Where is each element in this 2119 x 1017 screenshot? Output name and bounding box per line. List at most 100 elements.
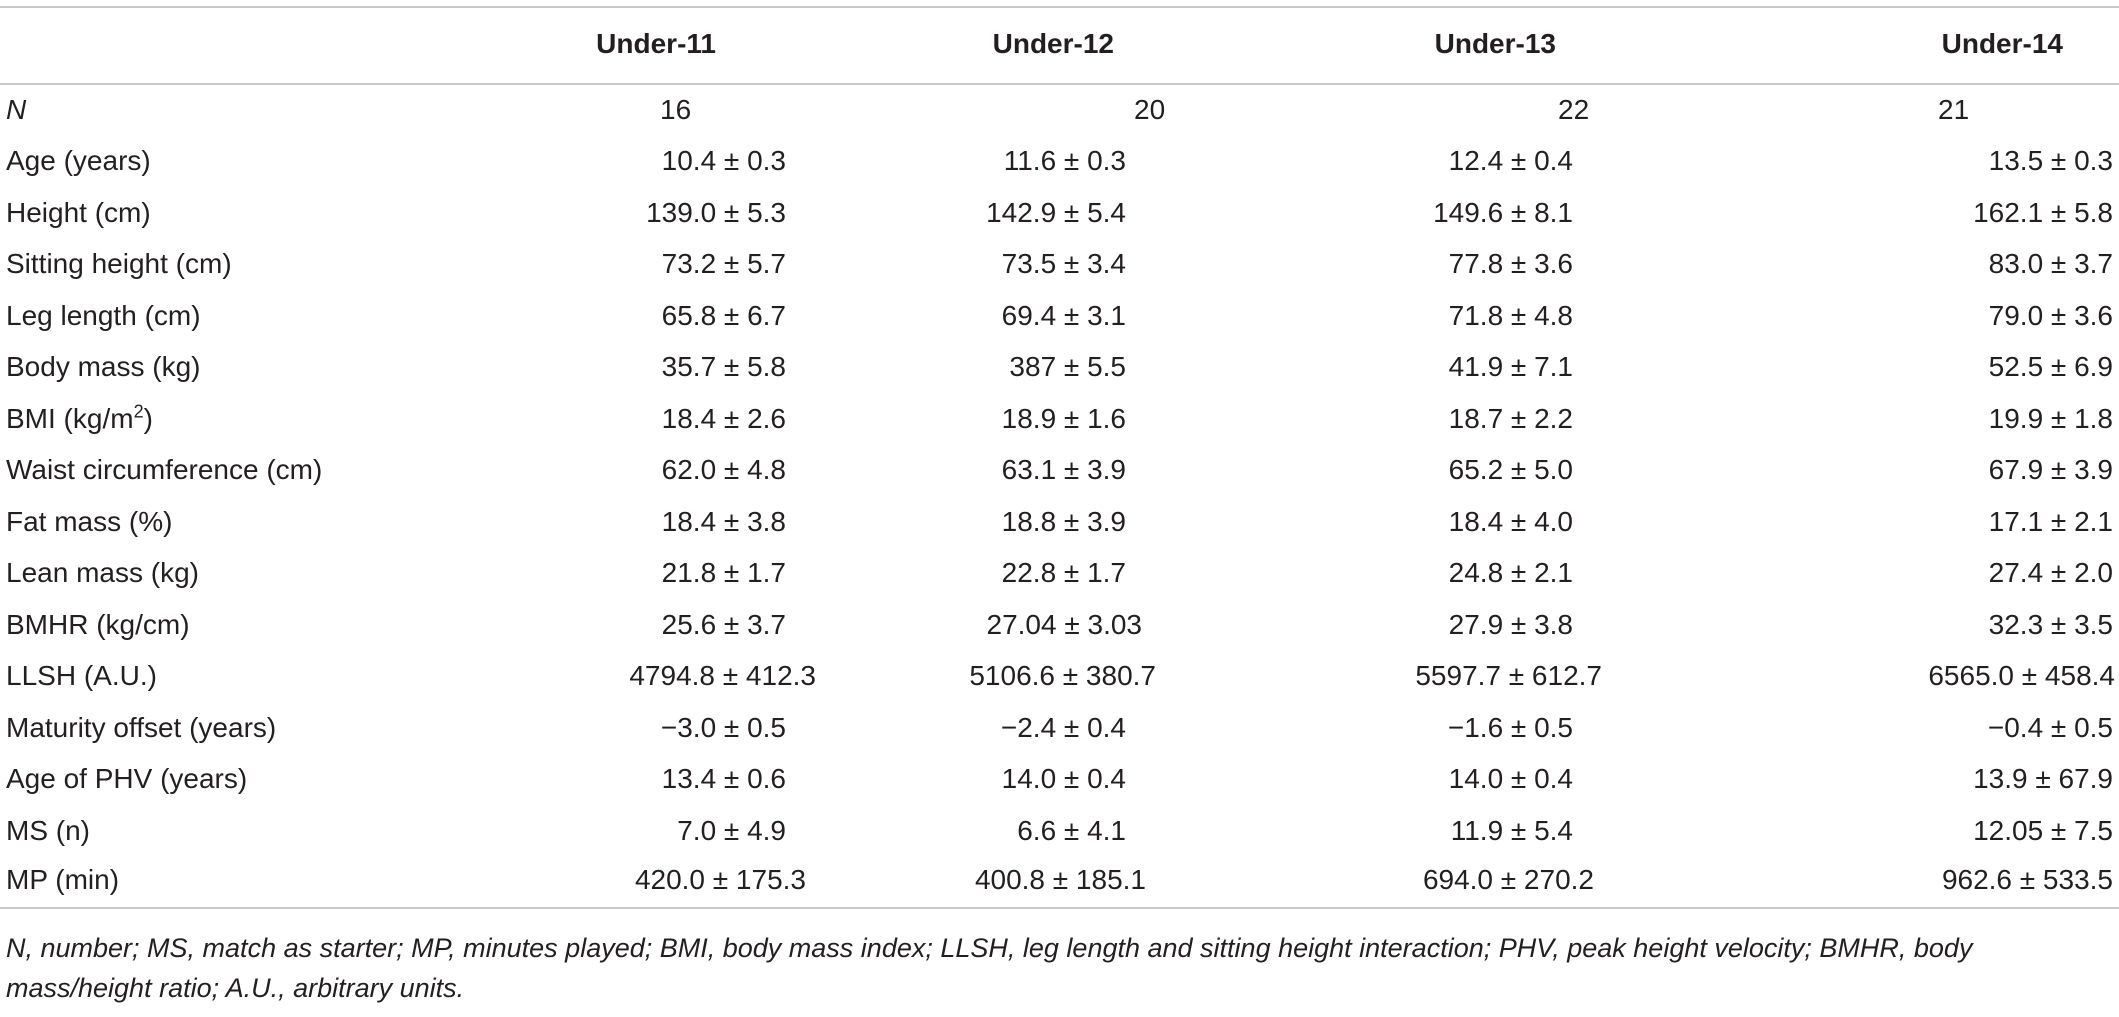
bmi-label-prefix: BMI (kg/m [6,402,134,434]
cell-under-12: 11.6 ± 0.3 [1003,145,1126,177]
row-label: N [6,94,27,126]
row-label: Age of PHV (years) [6,763,248,795]
cell-under-12: 387 ± 5.5 [1009,351,1126,383]
cell-under-11: 65.8 ± 6.7 [661,299,786,331]
row-label: Leg length (cm) [6,299,201,331]
cell-under-13: 12.4 ± 0.4 [1448,145,1573,177]
table-row: BMHR (kg/cm) 25.6 ± 3.7 27.04 ± 3.03 27.… [0,599,2119,651]
header-under-13: Under-13 [1266,6,1712,85]
cell-under-14: 27.4 ± 2.0 [1988,557,2113,589]
cell-under-11: 73.2 ± 5.7 [661,248,786,280]
bmi-label-superscript: 2 [133,401,144,422]
cell-under-14: 6565.0 ± 458.4 [1928,660,2115,692]
row-label: Body mass (kg) [6,351,201,383]
cell-under-11: 62.0 ± 4.8 [661,454,786,486]
cell-under-11: 13.4 ± 0.6 [661,763,786,795]
cell-under-11: 25.6 ± 3.7 [661,608,786,640]
table-row: Waist circumference (cm) 62.0 ± 4.8 63.1… [0,445,2119,497]
cell-under-14: 19.9 ± 1.8 [1988,402,2113,434]
cell-under-13: −1.6 ± 0.5 [1447,711,1573,743]
row-label: MS (n) [6,814,90,846]
cell-under-13: 24.8 ± 2.1 [1448,557,1573,589]
cell-under-14: 13.9 ± 67.9 [1973,763,2113,795]
cell-under-11: 35.7 ± 5.8 [661,351,786,383]
header-under-12: Under-12 [816,6,1266,85]
cell-under-12: −2.4 ± 0.4 [1000,711,1126,743]
table-row: Lean mass (kg) 21.8 ± 1.7 22.8 ± 1.7 24.… [0,548,2119,600]
cell-under-12: 27.04 ± 3.03 [986,608,1143,640]
cell-under-13: 5597.7 ± 612.7 [1415,660,1602,692]
row-label: Fat mass (%) [6,505,173,537]
row-label: BMHR (kg/cm) [6,608,190,640]
row-label: Age (years) [6,145,151,177]
header-cell-empty [0,6,520,85]
row-label: Lean mass (kg) [6,557,199,589]
cell-under-13: 41.9 ± 7.1 [1448,351,1573,383]
cell-under-13: 14.0 ± 0.4 [1448,763,1573,795]
table-row: MS (n) 7.0 ± 4.9 6.6 ± 4.1 11.9 ± 5.4 12… [0,805,2119,857]
table-row: Age (years) 10.4 ± 0.3 11.6 ± 0.3 12.4 ±… [0,136,2119,188]
cell-under-14: −0.4 ± 0.5 [1987,711,2113,743]
row-label: MP (min) [0,856,520,909]
table-row: LLSH (A.U.) 4794.8 ± 412.3 5106.6 ± 380.… [0,651,2119,703]
cell-under-12: 63.1 ± 3.9 [1001,454,1126,486]
cell-under-14: 67.9 ± 3.9 [1988,454,2113,486]
cell-under-11: 4794.8 ± 412.3 [629,660,816,692]
cell-under-14: 13.5 ± 0.3 [1988,145,2113,177]
cell-under-14: 83.0 ± 3.7 [1988,248,2113,280]
row-label: BMI (kg/m2) [0,393,520,445]
cell-under-11: 18.4 ± 3.8 [661,505,786,537]
cell-under-14: 17.1 ± 2.1 [1988,505,2113,537]
table-row: BMI (kg/m2) 18.4 ± 2.6 18.9 ± 1.6 18.7 ±… [0,393,2119,445]
table-row: Body mass (kg) 35.7 ± 5.8 387 ± 5.5 41.9… [0,342,2119,394]
cell-under-14: 32.3 ± 3.5 [1988,608,2113,640]
row-label: Height (cm) [6,196,151,228]
cell-under-14: 962.6 ± 533.5 [1712,856,2119,909]
characteristics-table: Under-11 Under-12 Under-13 Under-14 N 16… [0,6,2119,909]
cell-under-12: 18.8 ± 3.9 [1001,505,1126,537]
cell-under-12: 22.8 ± 1.7 [1001,557,1126,589]
table-row: Sitting height (cm) 73.2 ± 5.7 73.5 ± 3.… [0,239,2119,291]
cell-under-11: 21.8 ± 1.7 [661,557,786,589]
cell-under-12: 5106.6 ± 380.7 [969,660,1156,692]
cell-under-11: 16 [660,94,692,126]
cell-under-11: 10.4 ± 0.3 [661,145,786,177]
cell-under-11: 420.0 ± 175.3 [520,856,816,909]
cell-under-12: 18.9 ± 1.6 [1001,402,1126,434]
cell-under-13: 71.8 ± 4.8 [1448,299,1573,331]
cell-under-12: 20 [1134,94,1166,126]
cell-under-13: 65.2 ± 5.0 [1448,454,1573,486]
header-under-11: Under-11 [520,6,816,85]
cell-under-13: 11.9 ± 5.4 [1450,814,1573,846]
cell-under-13: 18.7 ± 2.2 [1448,402,1573,434]
table-row: Age of PHV (years) 13.4 ± 0.6 14.0 ± 0.4… [0,754,2119,806]
cell-under-14: 52.5 ± 6.9 [1988,351,2113,383]
cell-under-12: 6.6 ± 4.1 [1017,814,1126,846]
cell-under-11: 139.0 ± 5.3 [646,196,786,228]
header-under-14: Under-14 [1712,6,2119,85]
cell-under-13: 77.8 ± 3.6 [1448,248,1573,280]
row-label: Sitting height (cm) [6,248,232,280]
bmi-label-suffix: ) [143,402,153,434]
cell-under-13: 694.0 ± 270.2 [1266,856,1712,909]
row-label: Waist circumference (cm) [6,454,323,486]
table-header-row: Under-11 Under-12 Under-13 Under-14 [0,6,2119,85]
cell-under-12: 14.0 ± 0.4 [1001,763,1126,795]
row-label: LLSH (A.U.) [6,660,157,692]
cell-under-11: 18.4 ± 2.6 [661,402,786,434]
table-row: Height (cm) 139.0 ± 5.3 142.9 ± 5.4 149.… [0,187,2119,239]
table-row: Maturity offset (years) −3.0 ± 0.5 −2.4 … [0,702,2119,754]
cell-under-13: 27.9 ± 3.8 [1448,608,1573,640]
data-table-container: Under-11 Under-12 Under-13 Under-14 N 16… [0,6,2119,909]
cell-under-13: 18.4 ± 4.0 [1448,505,1573,537]
table-row: MP (min) 420.0 ± 175.3 400.8 ± 185.1 694… [0,856,2119,909]
cell-under-11: −3.0 ± 0.5 [660,711,786,743]
cell-under-12: 69.4 ± 3.1 [1001,299,1126,331]
cell-under-14: 21 [1938,94,1970,126]
cell-under-12: 400.8 ± 185.1 [816,856,1266,909]
table-row: Leg length (cm) 65.8 ± 6.7 69.4 ± 3.1 71… [0,290,2119,342]
cell-under-13: 22 [1558,94,1590,126]
cell-under-12: 73.5 ± 3.4 [1001,248,1126,280]
table-row: Fat mass (%) 18.4 ± 3.8 18.8 ± 3.9 18.4 … [0,496,2119,548]
row-label: Maturity offset (years) [6,711,277,743]
